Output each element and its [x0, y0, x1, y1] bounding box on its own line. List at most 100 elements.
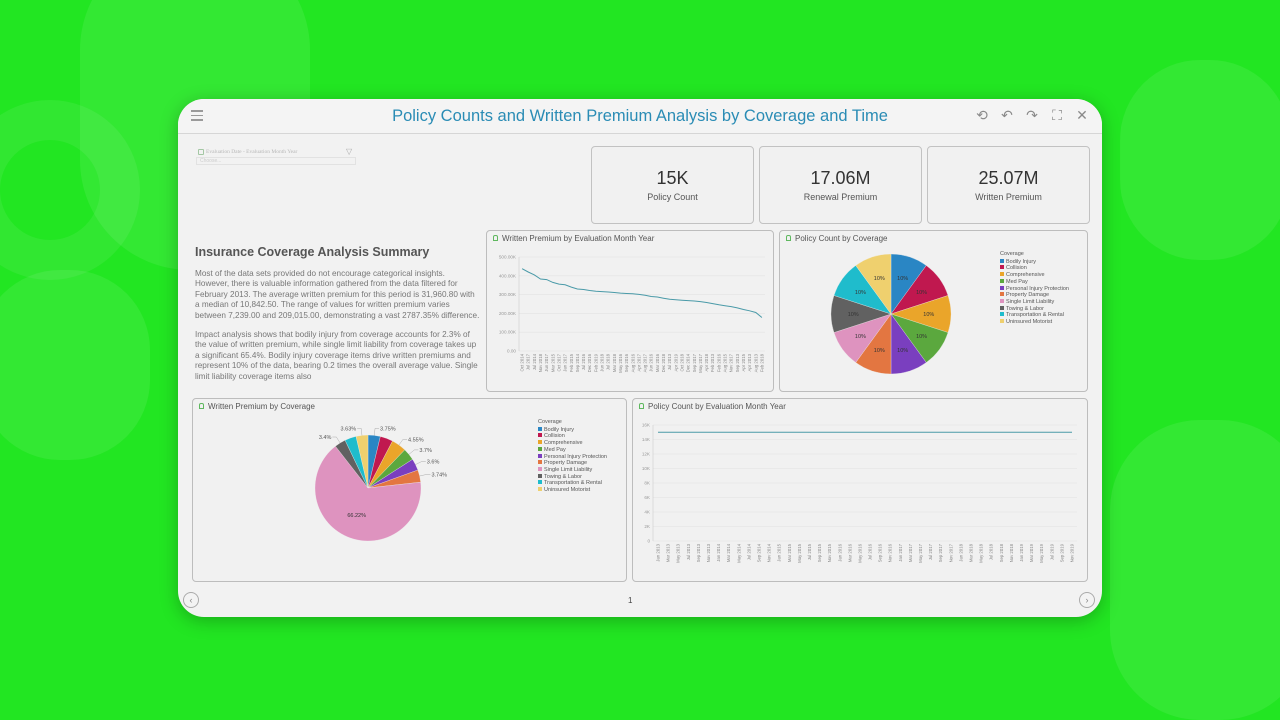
filter-select[interactable]: Choose... — [196, 157, 356, 165]
x-tick-label: Dec 2016 — [587, 353, 592, 372]
x-tick-label: Jan 2018 — [958, 543, 963, 561]
legend-item[interactable]: Property Damage — [538, 460, 607, 467]
slice-label: 3.75% — [380, 426, 396, 432]
legend-swatch — [538, 473, 542, 478]
x-tick-label: Nov 2017 — [729, 353, 734, 372]
x-tick-label: Feb 2015 — [569, 353, 574, 372]
data-line[interactable] — [521, 268, 763, 318]
legend-label: Personal Injury Protection — [544, 453, 607, 460]
kpi-written-premium[interactable]: 25.07M Written Premium — [927, 146, 1090, 224]
redo-icon[interactable]: ↷ — [1026, 107, 1038, 123]
previous-page-button[interactable]: ‹ — [183, 592, 199, 608]
dashboard-title: Policy Counts and Written Premium Analys… — [392, 107, 888, 125]
x-tick-label: Mar 2018 — [969, 543, 974, 562]
filter-funnel-icon[interactable]: ▽ — [346, 147, 353, 156]
undo-icon[interactable]: ↶ — [1001, 107, 1013, 123]
y-tick-label: 10K — [642, 466, 651, 471]
written-premium-by-coverage-chart[interactable]: Written Premium by Coverage 3.75% 4.55% 3.… — [192, 398, 627, 582]
legend-item[interactable]: Towing & Labor — [538, 473, 607, 481]
summary-title: Insurance Coverage Analysis Summary — [195, 245, 430, 259]
x-tick-label: Dec 2014 — [686, 353, 691, 372]
legend-item[interactable]: Personal Injury Protection — [538, 453, 607, 461]
legend-swatch — [1000, 319, 1004, 324]
legend-label: Comprehensive — [1006, 272, 1045, 279]
legend-item[interactable]: Transportation & Rental — [1000, 312, 1069, 319]
legend-item[interactable]: Comprehensive — [538, 440, 607, 447]
x-tick-label: Mar 2015 — [550, 353, 555, 372]
x-tick-label: Mar 2016 — [655, 353, 660, 372]
x-tick-label: Jan 2013 — [656, 543, 661, 561]
pie-chart-plot[interactable]: 3.75% 4.55% 3.7% 3.6% 3.74% 66.22% 3.4% 3.63% — [193, 399, 627, 582]
legend-item[interactable]: Med Pay — [538, 446, 607, 454]
y-tick-label: 4K — [644, 510, 651, 515]
legend-item[interactable]: Property Damage — [1000, 292, 1069, 299]
x-tick-label: Nov 2017 — [948, 543, 953, 562]
legend-item[interactable]: Towing & Labor — [1000, 305, 1069, 313]
legend-swatch — [538, 480, 542, 485]
y-tick-label: 300.00K — [499, 292, 517, 297]
x-tick-label: Jul 2013 — [667, 353, 672, 370]
panel-title: Written Premium by Evaluation Month Year — [493, 234, 654, 243]
close-icon[interactable]: ✕ — [1076, 107, 1088, 123]
legend-item[interactable]: Uninsured Motorist — [538, 487, 607, 494]
legend-item[interactable]: Transportation & Rental — [538, 480, 607, 487]
line-chart-plot[interactable]: 0.00 100.00K 200.00K 300.00K 400.00K 500.00K O… — [487, 231, 774, 392]
fullscreen-icon[interactable]: ⛶ — [1052, 107, 1062, 123]
pin-icon — [639, 403, 644, 409]
y-tick-label: 0 — [647, 539, 650, 544]
kpi-label: Written Premium — [975, 192, 1042, 202]
legend-item[interactable]: Single Limit Liability — [1000, 298, 1069, 306]
slice-label: 10% — [897, 348, 908, 354]
kpi-renewal-premium[interactable]: 17.06M Renewal Premium — [759, 146, 922, 224]
legend-item[interactable]: Single Limit Liability — [538, 466, 607, 474]
pie-chart-plot[interactable]: 10% 10% 10% 10% 10% 10% 10% 10% 10% 10% — [780, 231, 1088, 392]
x-tick-label: Jul 2013 — [686, 543, 691, 560]
slice-label: 3.7% — [419, 448, 432, 454]
chart-title: Written Premium by Evaluation Month Year — [502, 234, 655, 243]
kpi-value: 15K — [656, 168, 689, 188]
legend-item[interactable]: Bodily Injury — [538, 426, 607, 434]
policy-count-by-month-chart[interactable]: Policy Count by Evaluation Month Year 0 2… — [632, 398, 1088, 582]
chart-title: Policy Count by Coverage — [795, 234, 888, 243]
legend-item[interactable]: Collision — [538, 433, 607, 440]
policy-count-by-coverage-chart[interactable]: Policy Count by Coverage 10% 10% 10% 10% 10%… — [779, 230, 1088, 392]
leader-line — [332, 436, 341, 444]
chart-title: Written Premium by Coverage — [208, 402, 315, 411]
legend-swatch — [1000, 278, 1004, 283]
panel-title: Policy Count by Evaluation Month Year — [639, 402, 786, 411]
legend-swatch — [538, 487, 542, 492]
leader-line — [398, 439, 408, 446]
pie-slice[interactable] — [855, 253, 892, 315]
slice-label: 10% — [848, 312, 859, 318]
leader-line — [419, 474, 431, 477]
x-tick-label: Nov 2019 — [1069, 543, 1074, 562]
legend-item[interactable]: Personal Injury Protection — [1000, 285, 1069, 293]
legend-item[interactable]: Comprehensive — [1000, 272, 1069, 279]
x-tick-label: Mar 2017 — [908, 543, 913, 562]
x-tick-label: Sep 2014 — [757, 543, 762, 562]
pie-slice[interactable] — [314, 445, 422, 542]
kpi-value: 25.07M — [978, 168, 1039, 188]
slice-label: 3.6% — [427, 459, 440, 465]
legend-item[interactable]: Bodily Injury — [1000, 258, 1069, 266]
x-tick-label: May 2017 — [918, 543, 923, 562]
x-tick-label: Jun 2018 — [600, 353, 605, 371]
legend-item[interactable]: Collision — [1000, 265, 1069, 272]
menu-icon[interactable] — [191, 110, 203, 121]
slice-label: 3.63% — [341, 426, 357, 432]
slice-label: 10% — [923, 312, 934, 318]
legend-item[interactable]: Med Pay — [1000, 278, 1069, 286]
legend-label: Collision — [1006, 265, 1027, 272]
legend-swatch — [538, 433, 542, 438]
written-premium-by-month-chart[interactable]: Written Premium by Evaluation Month Year… — [486, 230, 774, 392]
legend-label: Med Pay — [1006, 278, 1028, 285]
line-chart-plot[interactable]: 0 2K 4K 6K 8K 10K 12K 14K 16K Jan 2013 Mar 2013 May… — [633, 399, 1088, 582]
x-tick-label: Mar 2016 — [847, 543, 852, 562]
refresh-icon[interactable]: ⟲ — [976, 107, 988, 123]
legend-label: Collision — [544, 433, 565, 440]
kpi-policy-count[interactable]: 15K Policy Count — [591, 146, 754, 224]
x-tick-label: Nov 2014 — [767, 543, 772, 562]
next-page-button[interactable]: › — [1079, 592, 1095, 608]
legend-item[interactable]: Uninsured Motorist — [1000, 319, 1069, 326]
slice-label: 3.4% — [319, 435, 332, 441]
